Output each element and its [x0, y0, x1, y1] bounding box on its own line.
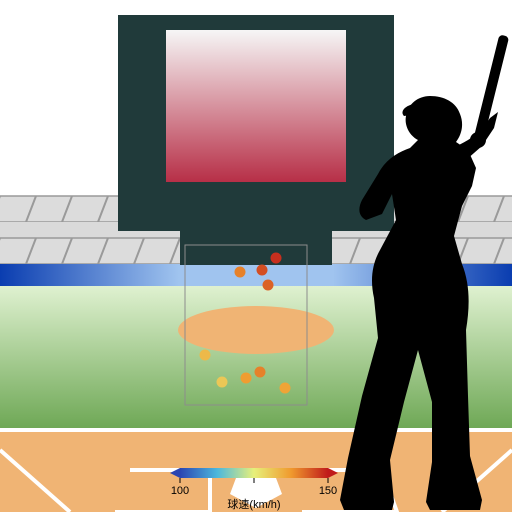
pitchers-mound: [178, 306, 334, 354]
pitch-marker: [280, 383, 291, 394]
pitch-marker: [241, 373, 252, 384]
pitch-marker: [217, 377, 228, 388]
pitch-marker: [257, 265, 268, 276]
colorbar-gradient: [180, 468, 328, 478]
pitch-marker: [235, 267, 246, 278]
pitch-marker: [255, 367, 266, 378]
svg-text:100: 100: [171, 485, 189, 497]
pitch-marker: [263, 280, 274, 291]
colorbar-label: 球速(km/h): [227, 497, 280, 511]
scoreboard-support: [180, 231, 332, 265]
pitch-marker: [200, 350, 211, 361]
scoreboard-screen: [166, 30, 346, 182]
pitch-location-infographic: 100 150 球速(km/h): [0, 0, 512, 512]
stage-svg: 100 150 球速(km/h): [0, 0, 512, 512]
pitch-marker: [271, 253, 282, 264]
svg-text:150: 150: [319, 485, 337, 497]
